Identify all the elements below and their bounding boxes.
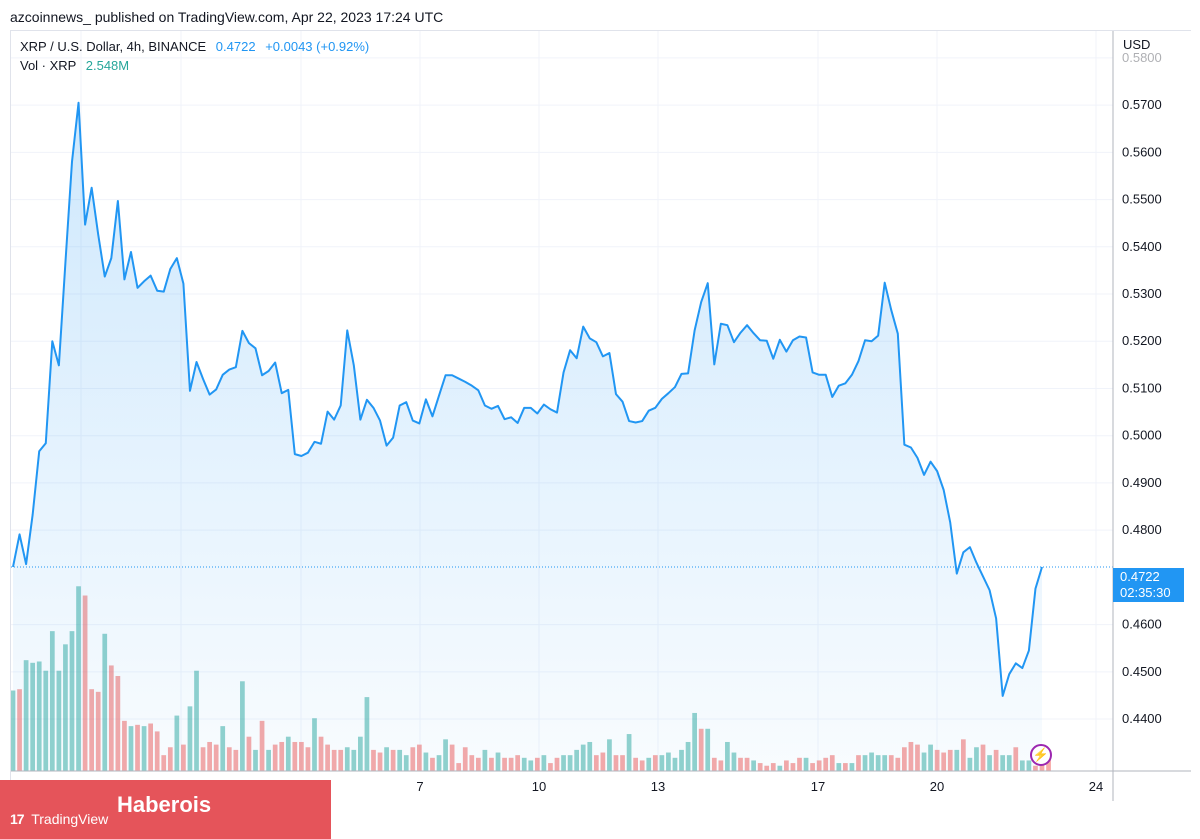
x-tick-label: 7 xyxy=(416,779,423,794)
price-chart[interactable]: 0.5800 0.5700 0.5600 0.5500 0.5400 0.5300 0.52… xyxy=(11,31,1191,801)
x-tick-label: 17 xyxy=(811,779,825,794)
y-tick-label: 0.4600 xyxy=(1122,617,1162,632)
y-tick-label: 0.5700 xyxy=(1122,97,1162,112)
chart-legend: XRP / U.S. Dollar, 4h, BINANCE 0.4722 +0… xyxy=(20,39,369,77)
last-price-tag: 0.4722 02:35:30 xyxy=(1113,568,1184,602)
x-tick-label: 20 xyxy=(930,779,944,794)
site-name: Haberois xyxy=(117,792,212,817)
y-tick-label: 0.4800 xyxy=(1122,522,1162,537)
watermark-banner: Haberois 17 TradingView xyxy=(0,780,331,839)
legend-change: +0.0043 (+0.92%) xyxy=(265,39,370,54)
legend-volume-value: 2.548M xyxy=(85,58,130,73)
x-tick-label: 13 xyxy=(651,779,665,794)
y-tick-label: 0.5000 xyxy=(1122,428,1162,443)
price-line xyxy=(12,101,1043,697)
tradingview-logo-icon: 17 xyxy=(10,811,25,827)
y-tick-label: 0.4400 xyxy=(1122,711,1162,726)
currency-label[interactable]: USD xyxy=(1123,37,1151,52)
y-tick-label: 0.5200 xyxy=(1122,333,1162,348)
legend-symbol[interactable]: XRP / U.S. Dollar, 4h, BINANCE xyxy=(20,39,207,54)
y-tick-label: 0.4500 xyxy=(1122,664,1162,679)
bar-countdown: 02:35:30 xyxy=(1120,585,1171,600)
legend-volume-label[interactable]: Vol · XRP xyxy=(20,58,77,73)
x-tick-label: 10 xyxy=(532,779,546,794)
bolt-icon[interactable]: ⚡ xyxy=(1030,744,1052,766)
y-tick-label: 0.5300 xyxy=(1122,286,1162,301)
y-tick-label: 0.5600 xyxy=(1122,144,1162,159)
y-tick-label: 0.5100 xyxy=(1122,380,1162,395)
legend-last-price: 0.4722 xyxy=(215,39,256,54)
tradingview-logo: 17 TradingView xyxy=(10,811,108,827)
publisher-line: azcoinnews_ published on TradingView.com… xyxy=(10,9,444,25)
y-tick-label: 0.5400 xyxy=(1122,239,1162,254)
chart-frame: 0.5800 0.5700 0.5600 0.5500 0.5400 0.5300 0.52… xyxy=(10,30,1191,801)
price-area xyxy=(13,102,1042,771)
y-tick-label: 0.4900 xyxy=(1122,475,1162,490)
volume-bar xyxy=(1046,757,1051,771)
last-price-value: 0.4722 xyxy=(1120,569,1160,584)
x-tick-label: 24 xyxy=(1089,779,1103,794)
y-tick-label: 0.5800 xyxy=(1122,50,1162,65)
tradingview-logo-text: TradingView xyxy=(31,811,109,827)
y-tick-label: 0.5500 xyxy=(1122,192,1162,207)
